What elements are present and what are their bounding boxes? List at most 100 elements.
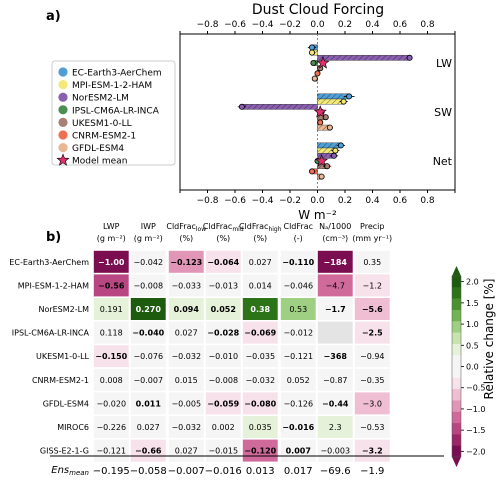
heatmap-cell bbox=[317, 368, 353, 391]
heatmap-cell bbox=[242, 250, 278, 273]
legend-box bbox=[51, 60, 176, 166]
bar-end-marker bbox=[308, 168, 315, 175]
bar-hatch bbox=[317, 93, 350, 99]
heatmap-cell bbox=[280, 274, 316, 297]
heatmap-cell bbox=[317, 345, 353, 368]
colorbar-tick-label: 2.0 bbox=[466, 278, 479, 287]
cell-value: −0.35 bbox=[360, 376, 385, 385]
heatmap-cell bbox=[93, 416, 129, 438]
cell-value: −0.059 bbox=[207, 399, 239, 408]
cell-value: 0.052 bbox=[211, 305, 236, 314]
heatmap-cell bbox=[317, 392, 353, 415]
cell-value: 0.008 bbox=[100, 376, 123, 385]
legend-label: CNRM-ESM2-1 bbox=[72, 132, 136, 142]
cell-value: −0.150 bbox=[95, 352, 127, 361]
heatmap-cell bbox=[130, 345, 166, 368]
cell-value: 0.035 bbox=[249, 423, 272, 432]
cell-value: −0.66 bbox=[135, 447, 162, 456]
bar-end-marker bbox=[324, 163, 331, 170]
heatmap-cell bbox=[168, 416, 204, 438]
colorbar-tick-label: −2.0 bbox=[466, 447, 485, 456]
x-tick-label-bottom: 0.0 bbox=[310, 196, 325, 206]
x-tick-label-bottom: 0.2 bbox=[338, 196, 352, 206]
heatmap-cell bbox=[93, 274, 129, 297]
heatmap-cell bbox=[168, 392, 204, 415]
colorbar-tick-label: 1.5 bbox=[466, 299, 479, 308]
cell-value: −1.00 bbox=[98, 258, 125, 267]
heatmap-cell bbox=[242, 345, 278, 368]
heatmap-row-labels: EC-Earth3-AerChem MPI-ESM-1-2-HAM NorESM2-… bbox=[9, 258, 89, 456]
colorbar-bin bbox=[452, 423, 461, 435]
bar-end-marker bbox=[310, 60, 317, 67]
cell-value: −0.010 bbox=[208, 352, 238, 361]
colorbar-bin bbox=[452, 343, 461, 356]
column-header: LWP bbox=[103, 222, 120, 231]
cell-value: 0.015 bbox=[175, 376, 198, 385]
colorbar-tick-label: 0.0 bbox=[466, 363, 479, 372]
column-unit: (%) bbox=[216, 234, 230, 243]
column-unit: (%) bbox=[253, 234, 267, 243]
panel-a-label: a) bbox=[46, 9, 61, 24]
colorbar-bin bbox=[452, 411, 461, 424]
heatmap-cell bbox=[168, 274, 204, 297]
cell-value: −3.2 bbox=[362, 447, 383, 456]
heatmap-cell bbox=[93, 298, 129, 320]
column-header: Precip bbox=[360, 222, 384, 231]
legend-marker bbox=[58, 92, 68, 102]
legend: EC-Earth3-AerChem MPI-ESM-1-2-HAM NorESM2-… bbox=[56, 67, 162, 167]
heatmap-cell bbox=[93, 321, 129, 344]
ens-mean-value: −0.016 bbox=[205, 466, 242, 477]
bar-hatch bbox=[317, 148, 336, 154]
heatmap-cell bbox=[93, 368, 129, 391]
heatmap-cell bbox=[280, 416, 316, 438]
ens-mean-value: −69.6 bbox=[320, 466, 351, 477]
colorbar-tick-label: −1.0 bbox=[466, 405, 485, 414]
column-unit: (-) bbox=[294, 234, 303, 243]
heatmap-cell bbox=[242, 298, 278, 320]
legend-marker bbox=[58, 117, 68, 127]
colorbar-bin bbox=[452, 332, 461, 345]
heatmap-cell bbox=[168, 345, 204, 368]
colorbar-tick-label: 0.5 bbox=[466, 341, 479, 350]
cell-value: −1.2 bbox=[363, 281, 382, 290]
x-tick-label-bottom: −0.8 bbox=[197, 196, 219, 206]
column-header: IWP bbox=[141, 222, 156, 231]
row-label: UKESM1-0-LL bbox=[36, 352, 90, 361]
legend-label-mean: Model mean bbox=[72, 157, 127, 167]
bar-hatch bbox=[317, 142, 341, 148]
heatmap-cell bbox=[242, 392, 278, 415]
x-tick-label-top: −0.4 bbox=[252, 20, 274, 30]
heatmap-cell bbox=[130, 368, 166, 391]
bar-hatch bbox=[317, 125, 330, 131]
colorbar-tick-label: 1.0 bbox=[466, 320, 479, 329]
x-tick-label-top: 0.8 bbox=[420, 20, 435, 30]
column-header: Nₐ/1000 bbox=[319, 222, 351, 231]
legend-label: NorESM2-LM bbox=[72, 94, 129, 104]
heatmap-cell bbox=[354, 345, 390, 368]
colorbar-top-extend bbox=[452, 266, 461, 276]
row-label: MIROC6 bbox=[57, 423, 89, 432]
heatmap-cell bbox=[168, 321, 204, 344]
cell-value: −0.013 bbox=[208, 281, 238, 290]
heatmap-cell bbox=[280, 298, 316, 320]
heatmap-cell bbox=[93, 250, 129, 273]
cell-value: −0.046 bbox=[283, 281, 313, 290]
colorbar-bottom-extend bbox=[452, 457, 461, 467]
cell-value: −0.020 bbox=[96, 399, 126, 408]
heatmap-cell bbox=[242, 321, 278, 344]
cell-value: −0.016 bbox=[282, 423, 314, 432]
bar-hatch bbox=[317, 163, 328, 169]
cell-value: −0.069 bbox=[244, 329, 276, 338]
category-label: LW bbox=[436, 57, 452, 70]
cell-value: −0.064 bbox=[207, 258, 239, 267]
legend-marker-mean bbox=[56, 153, 70, 166]
x-tick-label-top: 0.6 bbox=[393, 20, 408, 30]
bar-end-marker bbox=[308, 49, 315, 56]
heatmap-cell bbox=[317, 274, 353, 297]
colorbar: 2.0 1.5 1.0 0.5 0.0 −0.5 −1.0 −1.5 −2.0 bbox=[451, 266, 485, 467]
x-tick-label-bottom: 0.6 bbox=[393, 196, 408, 206]
heatmap-cell bbox=[130, 250, 166, 273]
cell-value: −0.121 bbox=[96, 447, 126, 456]
heatmap-cell bbox=[130, 321, 166, 344]
bar-end-marker bbox=[340, 98, 347, 105]
